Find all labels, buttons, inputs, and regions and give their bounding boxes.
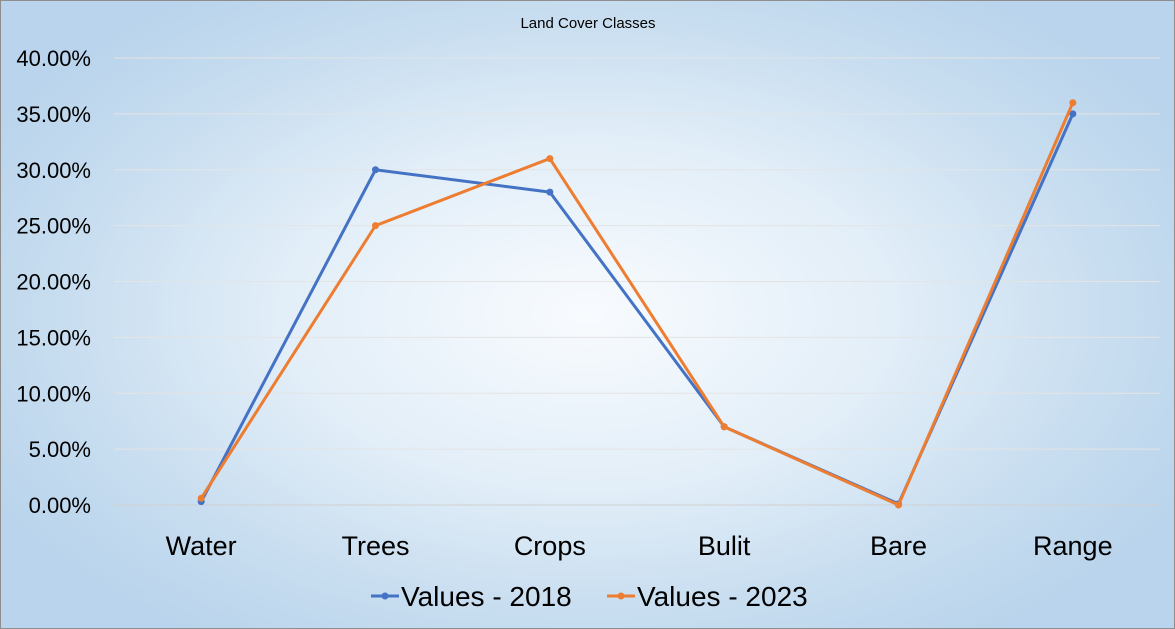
data-point [372, 222, 379, 230]
y-tick-label: 15.00% [16, 325, 91, 350]
gridlines [114, 57, 1160, 506]
chart-title: Land Cover Classes [520, 15, 655, 32]
y-tick-label: 30.00% [16, 158, 91, 183]
data-point [895, 501, 902, 509]
y-tick-label: 20.00% [16, 270, 91, 295]
series-line [199, 102, 1075, 507]
x-tick-label: Bare [870, 531, 927, 561]
data-point [720, 423, 728, 431]
series-2 [197, 99, 1077, 509]
data-point [1069, 99, 1077, 107]
data-point [1069, 110, 1077, 118]
data-point [372, 166, 379, 174]
y-tick-label: 35.00% [16, 102, 91, 127]
legend-label: Values - 2023 [637, 581, 808, 612]
data-point [546, 188, 554, 196]
y-tick-label: 5.00% [29, 437, 91, 462]
legend-swatch-marker [617, 592, 625, 600]
y-tick-label: 10.00% [16, 381, 91, 406]
x-tick-label: Crops [514, 531, 586, 561]
data-point [546, 155, 554, 163]
legend-item: Values - 2018 [371, 581, 572, 612]
x-axis-ticks: Water Trees Crops Bulit Bare Range [166, 531, 1113, 561]
legend-item: Values - 2023 [607, 581, 808, 612]
legend-label: Values - 2018 [401, 581, 572, 612]
legend: Values - 2018 Values - 2023 [371, 581, 808, 612]
data-point [197, 494, 205, 502]
x-tick-label: Trees [341, 531, 409, 561]
legend-swatch-marker [381, 592, 389, 600]
series-lines [197, 99, 1077, 509]
x-tick-label: Bulit [698, 531, 751, 561]
y-axis-ticks: 0.00% 5.00% 10.00% 15.00% 20.00% 25.00% 30.00%… [16, 46, 91, 518]
y-tick-label: 25.00% [16, 214, 91, 239]
y-tick-label: 40.00% [16, 46, 91, 71]
y-tick-label: 0.00% [29, 493, 91, 518]
series-line [199, 113, 1075, 506]
x-tick-label: Water [166, 531, 237, 561]
x-tick-label: Range [1033, 531, 1113, 561]
